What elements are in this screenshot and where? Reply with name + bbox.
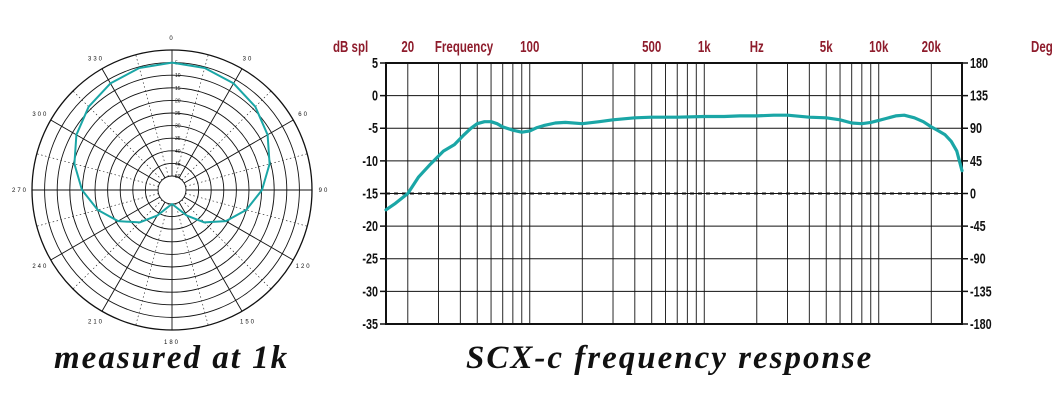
y2-tick-label: -180	[970, 315, 992, 332]
polar-angle-label: 150	[240, 320, 256, 326]
y-axis-unit-label: dB spl	[333, 37, 368, 55]
x-tick-label: 500	[642, 37, 661, 55]
polar-ring-label: 30	[175, 124, 181, 130]
polar-ring-label: 10	[175, 73, 181, 79]
polar-spoke	[101, 68, 166, 179]
y-tick-label: -5	[368, 119, 378, 136]
x-tick-label: 1k	[698, 37, 711, 55]
polar-spoke	[183, 196, 294, 261]
polar-angle-label: 210	[88, 320, 104, 326]
polar-spoke	[183, 119, 294, 184]
polar-angle-label: 90	[319, 188, 330, 194]
x-tick-label: 10k	[869, 37, 888, 55]
polar-spoke	[135, 203, 169, 326]
polar-spoke	[175, 203, 209, 326]
polar-angle-label: 180	[164, 340, 180, 346]
polar-spoke	[50, 196, 161, 261]
polar-spoke	[175, 54, 209, 177]
polar-angle-label: 300	[32, 112, 48, 118]
frequency-caption: SCX-c frequency response	[466, 340, 874, 376]
x-tick-label: 20	[401, 37, 414, 55]
y-tick-label: 5	[372, 54, 378, 71]
polar-spoke	[181, 199, 272, 290]
polar-spoke	[178, 68, 243, 179]
polar-spoke	[72, 199, 163, 290]
x-tick-label: 20k	[922, 37, 941, 55]
polar-ring-label: 35	[175, 136, 181, 142]
polar-caption: measured at 1k	[54, 340, 290, 376]
y-tick-label: -15	[362, 185, 378, 202]
y-tick-label: -10	[362, 152, 378, 169]
polar-angle-label: 240	[32, 264, 48, 270]
polar-angle-label: 270	[12, 188, 28, 194]
polar-angle-label: 30	[243, 56, 254, 62]
y2-tick-label: 180	[970, 54, 988, 71]
y-tick-label: 0	[372, 87, 378, 104]
polar-angle-label: 60	[298, 112, 309, 118]
frequency-response-curve	[384, 113, 964, 212]
y2-axis-unit-label: Deg	[1031, 37, 1053, 55]
y2-tick-label: 90	[970, 119, 982, 136]
y-tick-label: -20	[362, 217, 378, 234]
x-tick-label: Hz	[750, 37, 764, 55]
polar-chart: 0306090120150180210240270300330510152025…	[12, 36, 330, 346]
polar-ring-label: 45	[175, 161, 181, 167]
x-tick-label: Frequency	[435, 37, 493, 55]
polar-angle-label: 120	[296, 264, 312, 270]
y2-tick-label: 45	[970, 152, 982, 169]
polar-spoke	[178, 201, 243, 312]
polar-spoke	[36, 153, 159, 187]
polar-ring-label: 50	[175, 174, 181, 180]
y2-tick-label: -90	[970, 250, 986, 267]
polar-spoke	[101, 201, 166, 312]
polar-ring-label: 15	[175, 86, 181, 92]
polar-spoke	[181, 90, 272, 181]
polar-ring-label: 25	[175, 111, 181, 117]
polar-spoke	[135, 54, 169, 177]
polar-spoke	[185, 153, 308, 187]
polar-response-curve	[73, 61, 271, 224]
y2-tick-label: 135	[970, 87, 988, 104]
polar-spoke	[72, 90, 163, 181]
polar-spoke	[185, 193, 308, 227]
polar-spoke	[50, 119, 161, 184]
polar-ring	[157, 175, 187, 205]
y-tick-label: -35	[362, 315, 378, 332]
x-tick-label: 100	[520, 37, 539, 55]
frequency-response-chart: 5 0 -5 -10 -15 -20 -25 -30 -35 180 135 90 45 0 -45 -90 -…	[333, 37, 1053, 332]
y2-tick-label: -45	[970, 217, 986, 234]
polar-angle-label: 0	[169, 36, 174, 42]
polar-ring-label: 40	[175, 149, 181, 155]
y2-tick-label: 0	[970, 185, 976, 202]
polar-angle-label: 330	[88, 56, 104, 62]
x-tick-label: 5k	[820, 37, 833, 55]
polar-ring-label: 20	[175, 98, 181, 104]
y-tick-label: -30	[362, 283, 378, 300]
polar-spoke	[36, 193, 159, 227]
y-tick-label: -25	[362, 250, 378, 267]
y2-tick-label: -135	[970, 283, 992, 300]
